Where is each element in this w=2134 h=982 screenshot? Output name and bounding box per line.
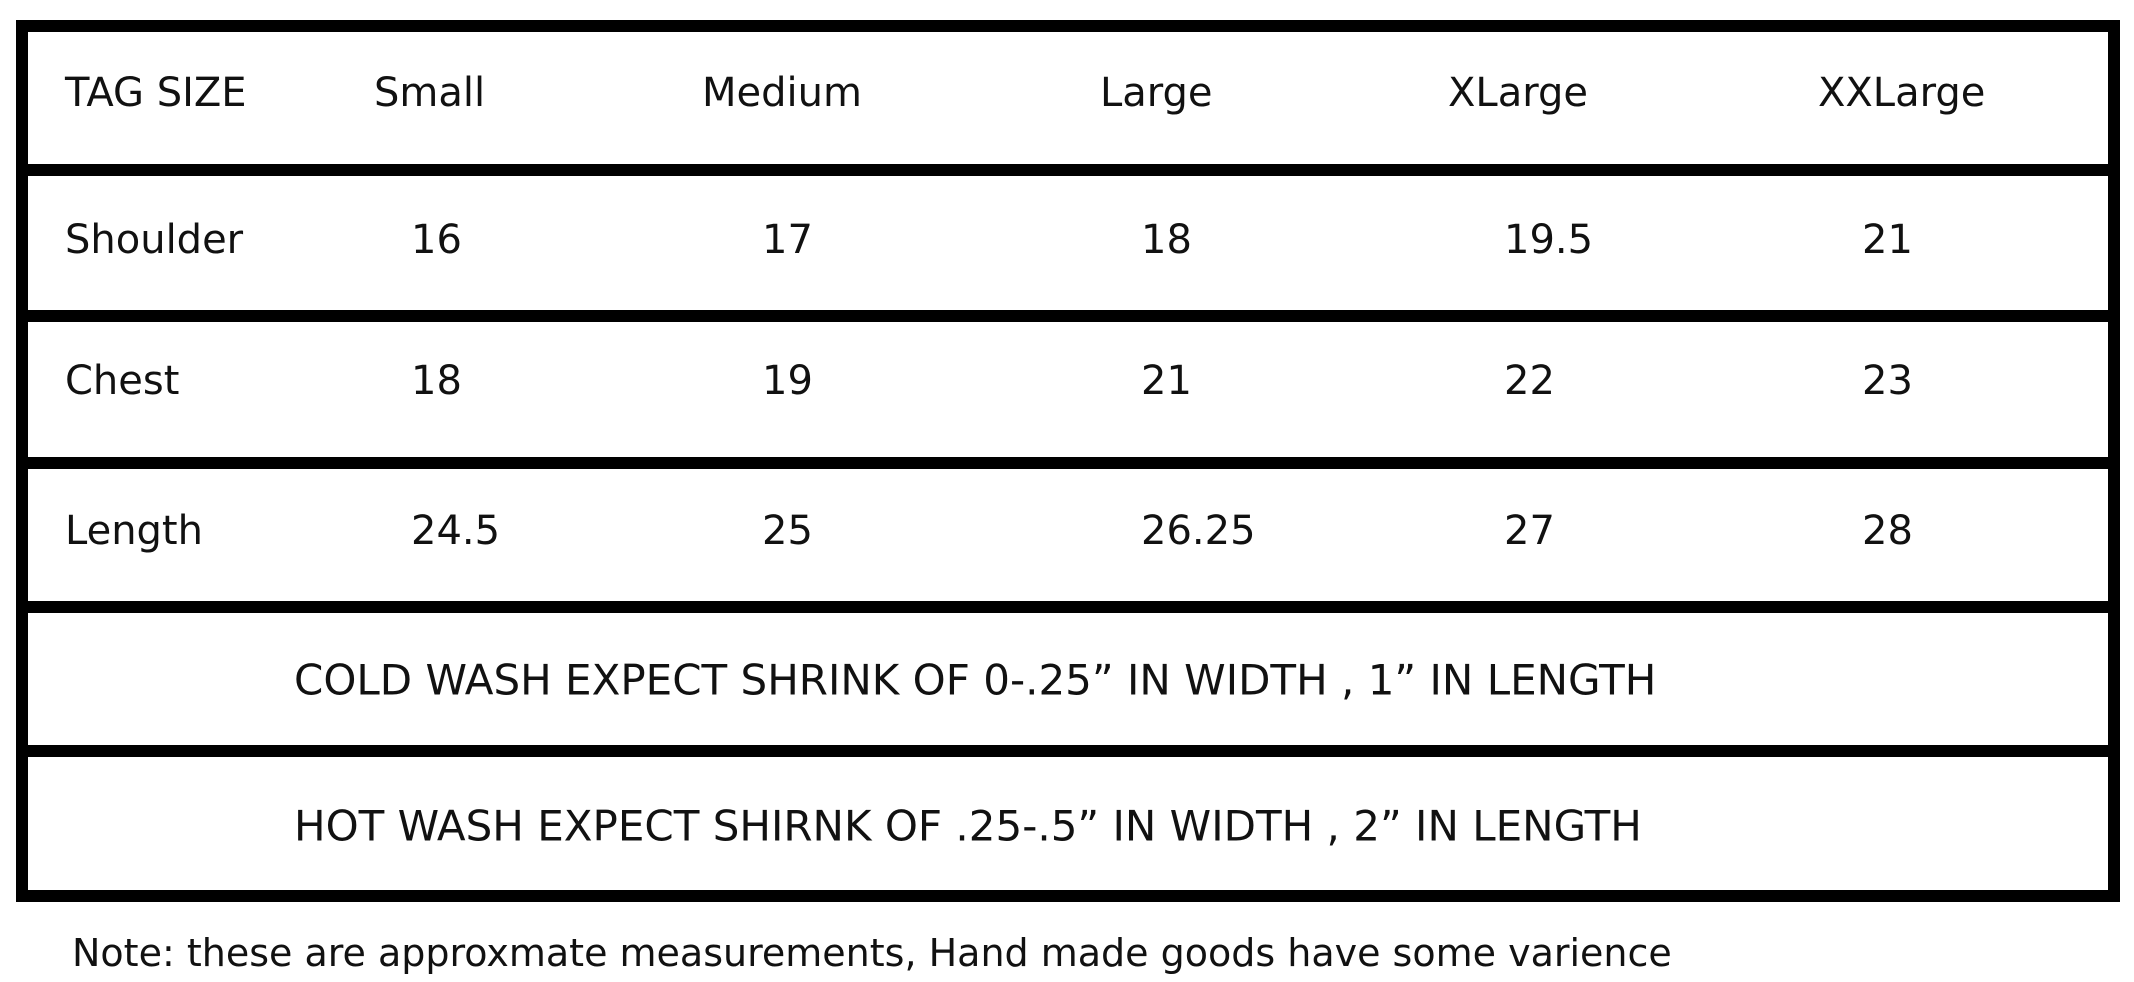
measurement: 27 bbox=[1504, 508, 1555, 554]
header-cell: TAG SIZE bbox=[65, 70, 247, 116]
row-label: Shoulder bbox=[65, 217, 244, 263]
header-cell: Medium bbox=[702, 70, 862, 116]
measurement: 16 bbox=[411, 217, 462, 263]
header-cell: Large bbox=[1100, 70, 1213, 116]
measurement: 18 bbox=[1141, 217, 1192, 263]
measurement: 26.25 bbox=[1141, 508, 1256, 554]
measurement: 23 bbox=[1862, 358, 1913, 404]
row-label: Chest bbox=[65, 358, 180, 404]
measurement: 18 bbox=[411, 358, 462, 404]
measurement: 24.5 bbox=[411, 508, 501, 554]
wash-note: HOT WASH EXPECT SHIRNK OF .25-.5” IN WID… bbox=[294, 801, 1642, 851]
measurement: 21 bbox=[1141, 358, 1192, 404]
header-cell: XXLarge bbox=[1818, 70, 1986, 116]
wash-note: COLD WASH EXPECT SHRINK OF 0-.25” IN WID… bbox=[294, 655, 1657, 705]
row-divider bbox=[16, 457, 2120, 469]
header-cell: Small bbox=[374, 70, 486, 116]
footer-note: Note: these are approxmate measurements,… bbox=[72, 931, 1672, 975]
measurement: 17 bbox=[762, 217, 813, 263]
row-divider bbox=[16, 310, 2120, 322]
measurement: 25 bbox=[762, 508, 813, 554]
header-cell: XLarge bbox=[1448, 70, 1588, 116]
measurement: 22 bbox=[1504, 358, 1555, 404]
measurement: 19 bbox=[762, 358, 813, 404]
measurement: 28 bbox=[1862, 508, 1913, 554]
row-divider bbox=[16, 601, 2120, 613]
measurement: 21 bbox=[1862, 217, 1913, 263]
measurement: 19.5 bbox=[1504, 217, 1594, 263]
row-divider bbox=[16, 164, 2120, 176]
row-label: Length bbox=[65, 508, 203, 554]
row-divider bbox=[16, 745, 2120, 757]
